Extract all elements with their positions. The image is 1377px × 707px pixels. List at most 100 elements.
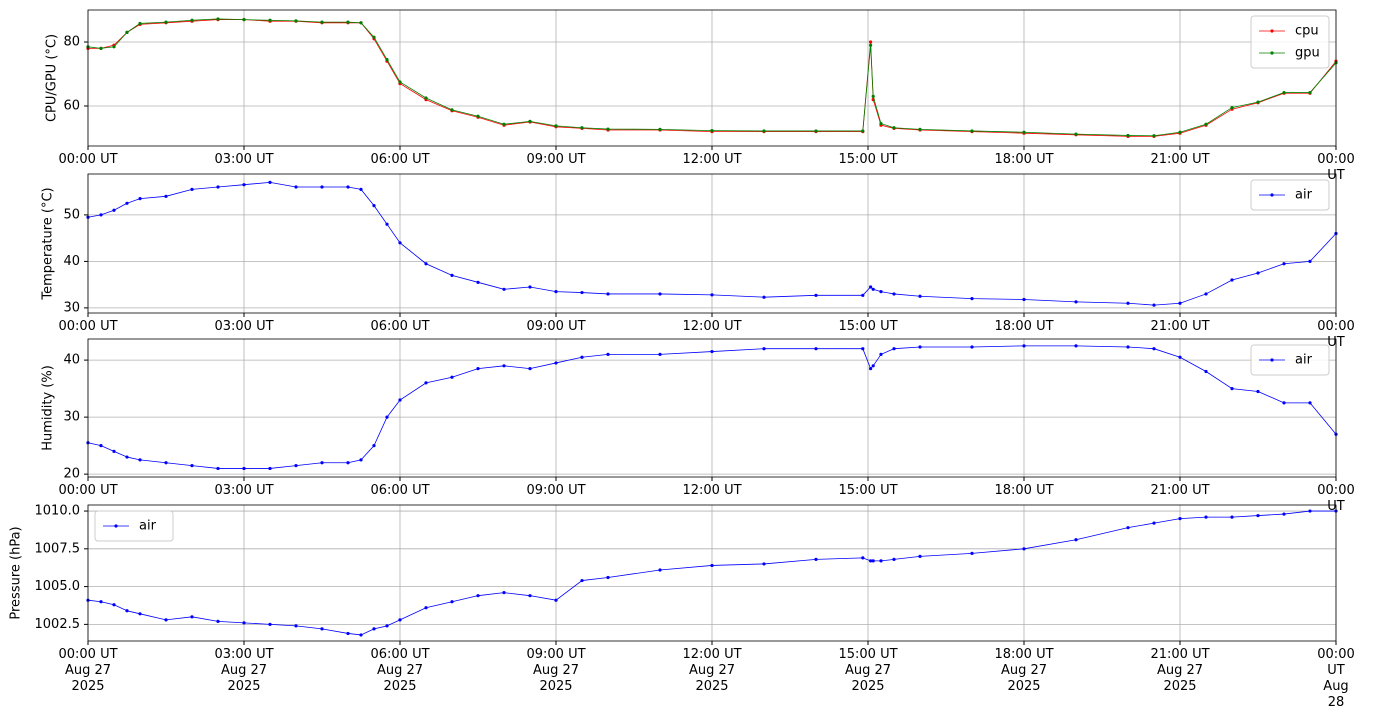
- data-point: [710, 293, 714, 297]
- data-point: [970, 551, 974, 555]
- legend-box: [94, 510, 174, 542]
- legend-marker: [1270, 358, 1274, 362]
- x-tick-label: 21:00 UT: [1150, 152, 1210, 167]
- data-point: [1230, 278, 1234, 282]
- data-point: [871, 559, 875, 563]
- data-point: [99, 213, 103, 217]
- data-point: [710, 129, 714, 133]
- data-point: [658, 568, 662, 572]
- data-point: [658, 292, 662, 296]
- data-point: [814, 347, 818, 351]
- data-point: [606, 352, 610, 356]
- data-point: [1126, 301, 1130, 305]
- x-tick-label: 18:00 UT: [994, 319, 1054, 334]
- data-point: [502, 287, 506, 291]
- data-point: [554, 290, 558, 294]
- data-point: [528, 594, 532, 598]
- y-axis-label: CPU/GPU (°C): [45, 34, 60, 122]
- data-point: [892, 347, 896, 351]
- data-point: [476, 280, 480, 284]
- legend-box: [1250, 15, 1330, 69]
- data-point: [112, 208, 116, 212]
- data-point: [398, 80, 402, 84]
- data-point: [1152, 303, 1156, 307]
- data-point: [450, 273, 454, 277]
- x-tick-label: 21:00 UT Aug 27 2025: [1150, 647, 1210, 694]
- data-point: [1282, 90, 1286, 95]
- data-point: [502, 364, 506, 368]
- data-point: [1282, 512, 1286, 516]
- data-point: [918, 294, 922, 298]
- data-point: [1230, 387, 1234, 391]
- data-point: [112, 449, 116, 453]
- data-point: [528, 367, 532, 371]
- x-tick-label: 09:00 UT: [526, 319, 586, 334]
- x-tick-label: 00:00 UT: [1317, 483, 1355, 514]
- y-tick-label: 80: [63, 35, 80, 50]
- data-point: [346, 461, 350, 465]
- data-point: [1178, 130, 1182, 134]
- data-point: [861, 556, 865, 560]
- data-point: [424, 96, 428, 100]
- data-point: [528, 119, 532, 123]
- data-point: [164, 461, 168, 465]
- plot-frame: [87, 504, 1337, 642]
- data-point: [372, 204, 376, 208]
- x-tick-label: 00:00 UT: [58, 152, 118, 167]
- data-point: [1204, 369, 1208, 374]
- data-point: [918, 554, 922, 558]
- data-point: [710, 563, 714, 568]
- x-tick-label: 15:00 UT: [838, 483, 898, 498]
- data-point: [476, 594, 480, 598]
- data-point: [216, 17, 220, 21]
- data-point: [450, 375, 454, 379]
- y-tick-label: 30: [63, 300, 80, 315]
- y-tick-label: 20: [63, 467, 80, 482]
- data-point: [502, 122, 506, 126]
- x-tick-label: 06:00 UT Aug 27 2025: [370, 647, 430, 694]
- data-point: [398, 618, 402, 622]
- legend-box: [1250, 344, 1330, 376]
- data-point: [1074, 538, 1078, 542]
- legend-marker: [114, 524, 118, 528]
- data-point: [814, 293, 818, 297]
- y-tick-label: 1007.5: [35, 541, 81, 556]
- data-point: [320, 461, 324, 465]
- data-point: [385, 222, 389, 226]
- data-point: [1074, 132, 1078, 136]
- data-point: [1204, 515, 1208, 519]
- x-tick-label: 00:00 UT: [58, 319, 118, 334]
- data-point: [99, 600, 103, 604]
- x-tick-label: 03:00 UT: [214, 152, 274, 167]
- data-point: [710, 349, 714, 354]
- data-point: [1282, 401, 1286, 405]
- data-point: [871, 94, 875, 98]
- data-point: [606, 292, 610, 296]
- data-point: [242, 466, 246, 471]
- plot-frame: [87, 9, 1337, 147]
- data-point: [762, 295, 766, 299]
- x-tick-label: 06:00 UT: [370, 319, 430, 334]
- data-point: [879, 122, 883, 126]
- data-point: [138, 21, 142, 26]
- data-point: [580, 355, 584, 359]
- x-tick-label: 21:00 UT: [1150, 483, 1210, 498]
- data-point: [1230, 515, 1234, 519]
- data-point: [294, 463, 298, 468]
- legend-marker: [1270, 193, 1274, 197]
- data-point: [1152, 134, 1156, 138]
- legend-label: air: [1295, 188, 1313, 203]
- data-point: [242, 183, 246, 187]
- data-point: [164, 20, 168, 24]
- data-point: [99, 444, 103, 448]
- x-tick-label: 21:00 UT: [1150, 319, 1210, 334]
- data-point: [164, 618, 168, 622]
- data-point: [1256, 271, 1260, 275]
- data-point: [871, 287, 875, 291]
- plot-frame: [87, 338, 1337, 478]
- data-point: [385, 624, 389, 628]
- data-point: [216, 185, 220, 189]
- data-point: [1204, 292, 1208, 296]
- data-point: [869, 285, 873, 289]
- data-point: [580, 290, 584, 295]
